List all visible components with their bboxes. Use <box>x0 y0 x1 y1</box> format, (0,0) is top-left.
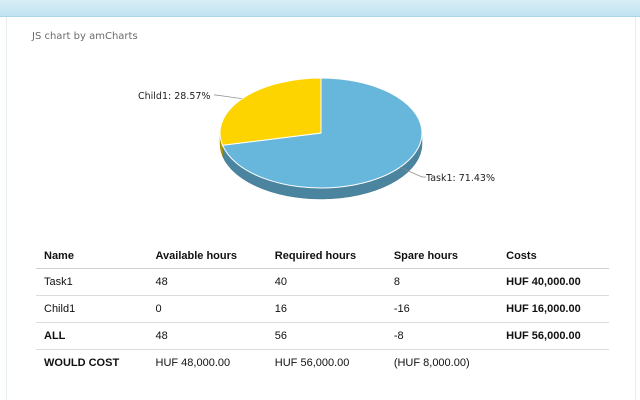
slice-label-child1: Child1: 28.57% <box>138 91 210 102</box>
cell-costs: HUF 16,000.00 <box>498 295 609 323</box>
cell-spare: (HUF 8,000.00) <box>393 357 470 369</box>
cell-name: Task1 <box>36 268 148 296</box>
cell-name: WOULD COST <box>44 357 120 369</box>
cell-required: 40 <box>266 268 386 296</box>
chart-credit-link[interactable]: JS chart by amCharts <box>32 31 138 42</box>
table-row: Child1 0 16 -16 HUF 16,000.00 <box>36 295 609 323</box>
cell-available: 48 <box>147 322 267 350</box>
col-header-available: Available hours <box>147 243 267 269</box>
cell-name: ALL <box>36 322 148 350</box>
pie-slice-child1[interactable] <box>219 77 322 146</box>
cell-available: 48 <box>147 268 267 296</box>
cell-spare: 8 <box>385 268 499 296</box>
label-connector-child1 <box>214 94 243 100</box>
table-row: ALL 48 56 -8 HUF 56,000.00 <box>36 322 609 350</box>
table-row: WOULD COST HUF 48,000.00 HUF 56,000.00 (… <box>36 350 609 377</box>
pie-chart: Child1: 28.57% Task1: 71.43% <box>138 77 495 200</box>
pie-slice-task1[interactable] <box>221 77 423 189</box>
cell-available: HUF 48,000.00 <box>155 357 231 369</box>
cell-costs <box>498 350 609 377</box>
col-header-costs: Costs <box>498 243 609 269</box>
table-header-row: Name Available hours Required hours Spar… <box>36 243 609 269</box>
slice-label-task1: Task1: 71.43% <box>425 173 495 184</box>
cell-costs: HUF 56,000.00 <box>498 322 609 350</box>
cell-name: Child1 <box>36 295 148 323</box>
table-row: Task1 48 40 8 HUF 40,000.00 <box>36 268 609 296</box>
cell-costs: HUF 40,000.00 <box>498 268 609 296</box>
col-header-spare: Spare hours <box>385 243 499 269</box>
col-header-name: Name <box>36 243 148 269</box>
hours-table: Name Available hours Required hours Spar… <box>36 243 609 376</box>
window-top-bar <box>0 0 640 17</box>
cell-required: 16 <box>266 295 386 323</box>
cell-available: 0 <box>147 295 267 323</box>
col-header-required: Required hours <box>266 243 386 269</box>
cell-spare: -8 <box>385 322 499 350</box>
cell-spare: -16 <box>385 295 499 323</box>
label-connector-task1 <box>399 166 426 178</box>
cell-required: HUF 56,000.00 <box>274 357 350 369</box>
cell-required: 56 <box>266 322 386 350</box>
